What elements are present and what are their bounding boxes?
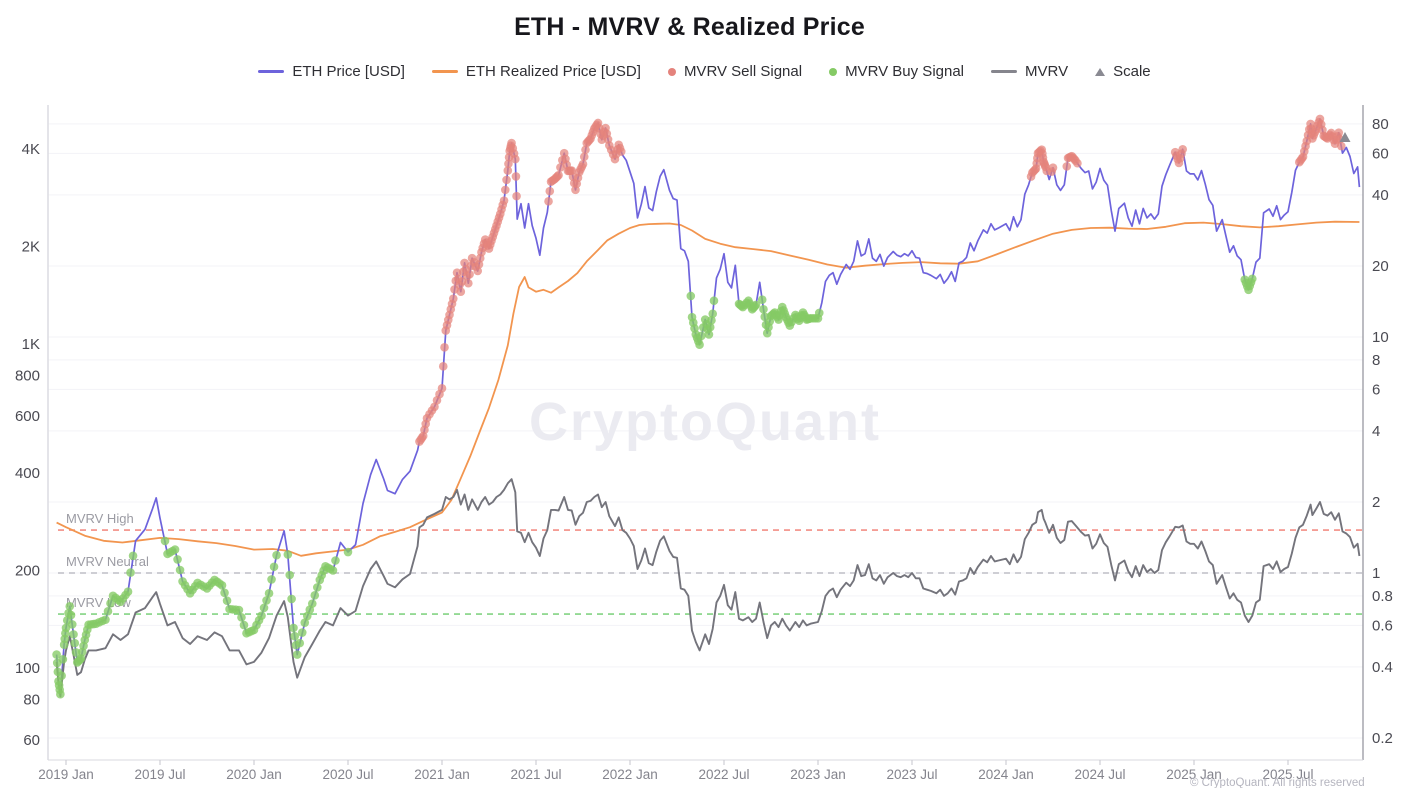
x-tick-label: 2020 Jan [226, 767, 282, 782]
left-tick-label: 400 [15, 465, 40, 482]
eth-price-usd-line-icon [258, 70, 285, 73]
legend-item-mvrv-sell-signal[interactable]: MVRV Sell Signal [667, 63, 803, 80]
mvrv-neutral-label: MVRV Neutral [66, 554, 149, 569]
right-tick-label: 6 [1372, 381, 1380, 398]
x-tick-label: 2021 Jan [414, 767, 470, 782]
right-tick-label: 10 [1372, 329, 1389, 346]
right-tick-label: 4 [1372, 423, 1380, 440]
legend-label: Scale [1113, 63, 1151, 80]
copyright-text: © CryptoQuant. All rights reserved [1190, 777, 1365, 788]
x-tick-label: 2025 Jul [1262, 767, 1313, 782]
legend-label: ETH Realized Price [USD] [465, 63, 641, 80]
right-tick-label: 40 [1372, 187, 1389, 204]
left-tick-label: 600 [15, 408, 40, 425]
right-tick-label: 80 [1372, 116, 1389, 133]
legend-item-scale[interactable]: Scale [1095, 63, 1151, 80]
x-tick-label: 2024 Jul [1074, 767, 1125, 782]
left-tick-label: 100 [15, 660, 40, 677]
left-tick-label: 60 [23, 732, 40, 749]
right-tick-label: 1 [1372, 565, 1380, 582]
legend-label: ETH Price [USD] [292, 63, 405, 80]
x-tick-label: 2022 Jul [698, 767, 749, 782]
scale-marker-icon[interactable] [1339, 132, 1351, 142]
chart-legend: ETH Price [USD] ETH Realized Price [USD] M… [0, 63, 1409, 80]
legend-item-mvrv[interactable]: MVRV [991, 63, 1068, 80]
sell-signal-dots [415, 114, 1346, 446]
x-tick-label: 2025 Jan [1166, 767, 1222, 782]
left-tick-label: 4K [22, 141, 40, 158]
legend-item-mvrv-buy-signal[interactable]: MVRV Buy Signal [829, 63, 964, 80]
realized-price-line [56, 220, 1360, 557]
mvrv-line [55, 478, 1361, 698]
x-tick-label: 2023 Jul [886, 767, 937, 782]
left-tick-label: 1K [22, 336, 40, 353]
chart-title: ETH - MVRV & Realized Price [514, 13, 865, 41]
buy-signal-dots [52, 274, 1257, 699]
axes: 2019 Jan 2019 Jul 2020 Jan 2020 Jul 2021 Jan… [15, 105, 1393, 782]
left-tick-label: 200 [15, 562, 40, 579]
x-tick-label: 2019 Jul [134, 767, 185, 782]
legend-item-eth-realized-price-usd[interactable]: ETH Realized Price [USD] [431, 63, 641, 80]
scale-triangle-icon [1095, 67, 1106, 76]
right-tick-label: 0.8 [1372, 588, 1393, 605]
legend-label: MVRV Buy Signal [845, 63, 965, 80]
x-tick-label: 2021 Jul [510, 767, 561, 782]
mvrv-sell-signal-dot-icon [667, 67, 676, 76]
x-tick-label: 2019 Jan [38, 767, 94, 782]
right-tick-label: 8 [1372, 352, 1380, 369]
left-tick-label: 800 [15, 367, 40, 384]
watermark: CryptoQuant [529, 392, 881, 452]
x-tick-label: 2023 Jan [790, 767, 846, 782]
legend-label: MVRV [1025, 63, 1069, 80]
eth-realized-price-usd-line-icon [431, 70, 458, 73]
x-tick-label: 2020 Jul [322, 767, 373, 782]
right-tick-label: 0.2 [1372, 730, 1393, 747]
mvrv-buy-signal-dot-icon [829, 67, 838, 76]
x-tick-label: 2022 Jan [602, 767, 658, 782]
legend-item-eth-price-usd[interactable]: ETH Price [USD] [258, 63, 405, 80]
right-tick-label: 60 [1372, 145, 1389, 162]
right-tick-label: 20 [1372, 258, 1389, 275]
mvrv-line-icon [991, 70, 1018, 73]
gridlines [48, 123, 1363, 739]
left-tick-label: 2K [22, 238, 40, 255]
left-tick-label: 80 [23, 691, 40, 708]
right-tick-label: 0.4 [1372, 659, 1393, 676]
right-tick-label: 0.6 [1372, 617, 1393, 634]
mvrv-high-label: MVRV High [66, 511, 134, 526]
legend-label: MVRV Sell Signal [683, 63, 803, 80]
right-tick-label: 2 [1372, 494, 1380, 511]
x-tick-label: 2024 Jan [978, 767, 1034, 782]
